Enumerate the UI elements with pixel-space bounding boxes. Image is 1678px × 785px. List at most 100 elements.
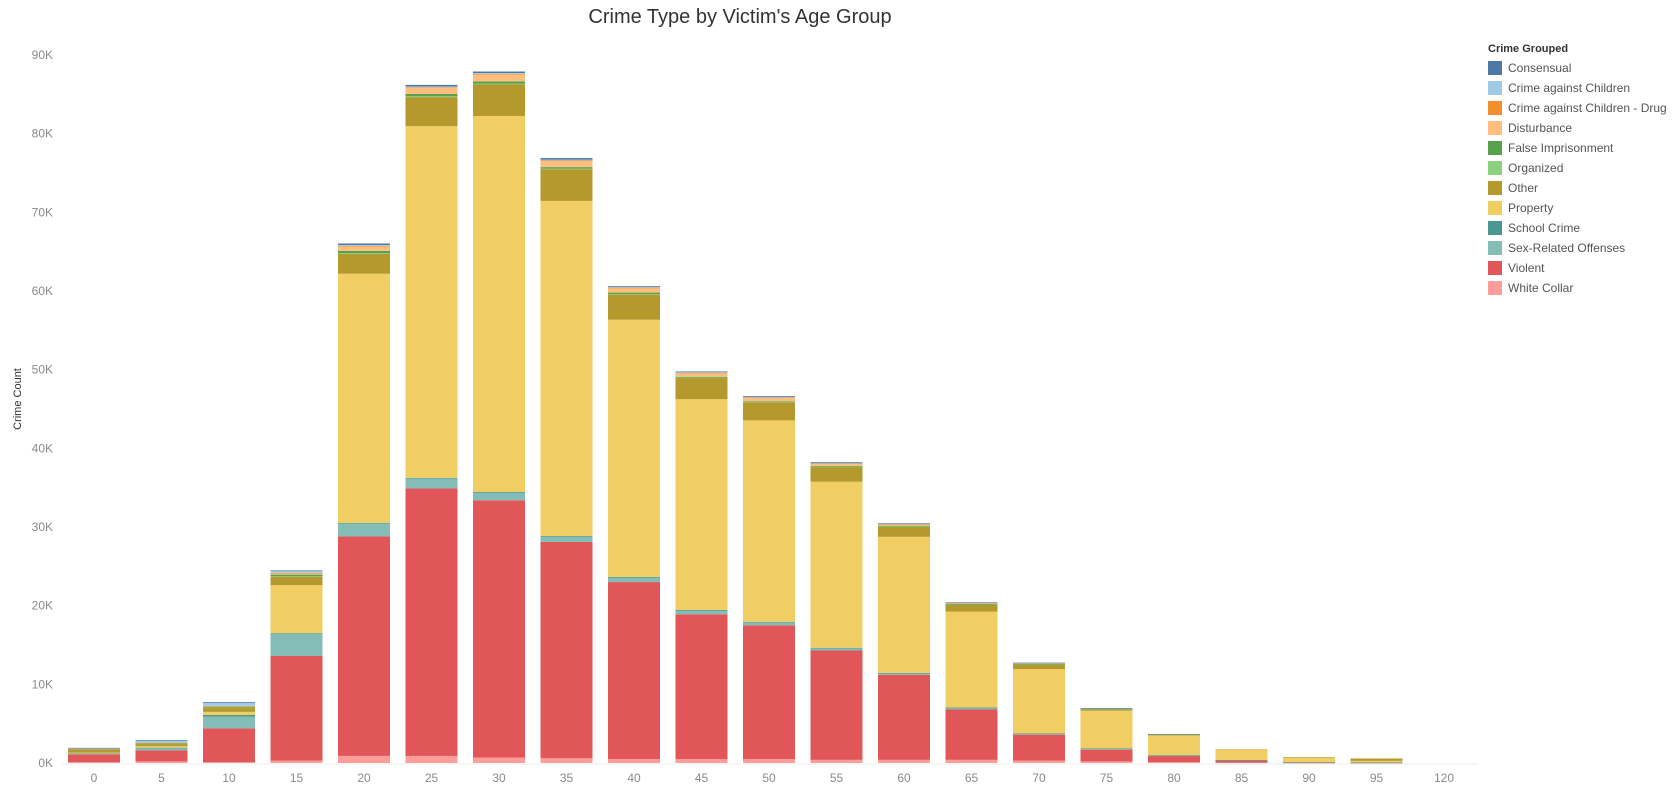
bar-segment[interactable]: Property · 10: 400 xyxy=(203,711,255,716)
bar-segment[interactable]: School Crime · 0: 20 xyxy=(68,753,120,755)
bar-segment[interactable]: White Collar · 55: 400 xyxy=(810,759,863,763)
bar-segment[interactable]: Crime against Children - Drug · 25: 50 xyxy=(405,87,458,88)
bar-segment[interactable]: School Crime · 85: 20 xyxy=(1215,759,1268,761)
bar-segment[interactable]: Other · 90: 20 xyxy=(1283,757,1335,758)
bar-segment[interactable]: Property · 40: 32700 xyxy=(608,319,660,577)
bar-segment[interactable]: Crime against Children - Drug · 0: 5 xyxy=(68,748,120,750)
bar-segment[interactable]: Property · 75: 4800 xyxy=(1080,710,1133,749)
bar-segment[interactable]: Crime against Children - Drug · 55: 10 xyxy=(810,463,863,464)
bar-segment[interactable]: Sex-Related Offenses · 25: 1300 xyxy=(405,478,458,489)
bar-segment[interactable]: Crime against Children · 45: 50 xyxy=(675,372,728,373)
bar-segment[interactable]: Organized · 50: 30 xyxy=(743,402,795,403)
bar-segment[interactable]: White Collar · 15: 300 xyxy=(270,760,323,763)
bar-segment[interactable]: Property · 85: 1300 xyxy=(1215,749,1268,760)
bar-segment[interactable]: Violent · 20: 27900 xyxy=(338,536,390,756)
bar-segment[interactable]: Crime against Children · 20: 100 xyxy=(338,245,390,246)
bar-segment[interactable]: Consensual · 15: 100 xyxy=(270,570,323,572)
bar-segment[interactable]: White Collar · 95: 10 xyxy=(1350,762,1403,764)
bar-segment[interactable]: Crime against Children · 65: 50 xyxy=(945,602,998,604)
bar-segment[interactable]: Violent · 80: 800 xyxy=(1148,755,1200,763)
bar-segment[interactable]: Other · 40: 3200 xyxy=(608,294,660,320)
bar-segment[interactable]: Consensual · 0: 20 xyxy=(68,747,120,749)
bar-segment[interactable]: Consensual · 20: 200 xyxy=(338,243,390,246)
bar-segment[interactable]: Disturbance · 60: 200 xyxy=(878,524,930,526)
bar-segment[interactable]: White Collar · 45: 500 xyxy=(675,759,728,763)
bar-segment[interactable]: Consensual · 50: 100 xyxy=(743,396,795,397)
bar-segment[interactable]: False Imprisonment · 55: 100 xyxy=(810,465,863,467)
bar-segment[interactable]: School Crime · 50: 50 xyxy=(743,621,795,623)
bar-segment[interactable]: Consensual · 70: 20 xyxy=(1013,662,1065,664)
legend-item[interactable]: False Imprisonment xyxy=(1488,138,1676,158)
bar-segment[interactable]: Crime against Children - Drug · 10: 20 xyxy=(203,705,255,707)
bar-segment[interactable]: Consensual · 40: 100 xyxy=(608,286,660,287)
bar-segment[interactable]: Sex-Related Offenses · 55: 300 xyxy=(810,648,863,651)
bar-segment[interactable]: Crime against Children - Drug · 60: 10 xyxy=(878,524,930,525)
bar-segment[interactable]: Crime against Children - Drug · 50: 20 xyxy=(743,397,795,398)
bar-segment[interactable]: Organized · 5: 20 xyxy=(135,743,188,745)
bar-segment[interactable]: Violent · 70: 3300 xyxy=(1013,734,1065,761)
bar-segment[interactable]: Property · 80: 2500 xyxy=(1148,735,1200,756)
bar-segment[interactable]: Other · 35: 4000 xyxy=(540,169,593,201)
bar-segment[interactable]: White Collar · 80: 100 xyxy=(1148,762,1200,763)
bar-segment[interactable]: Property · 35: 42600 xyxy=(540,200,593,537)
bar-segment[interactable]: False Imprisonment · 65: 50 xyxy=(945,603,998,605)
bar-segment[interactable]: Crime against Children · 5: 300 xyxy=(135,740,188,743)
bar-segment[interactable]: Other · 45: 2700 xyxy=(675,377,728,400)
bar-segment[interactable]: Violent · 45: 18400 xyxy=(675,614,728,760)
bar-segment[interactable]: Crime against Children - Drug · 30: 50 xyxy=(473,73,525,75)
bar-segment[interactable]: Organized · 70: 10 xyxy=(1013,664,1065,665)
legend-item[interactable]: Crime against Children xyxy=(1488,78,1676,98)
bar-segment[interactable]: Organized · 65: 20 xyxy=(945,604,998,605)
bar-segment[interactable]: Organized · 45: 50 xyxy=(675,377,728,379)
bar-segment[interactable]: White Collar · 75: 200 xyxy=(1080,761,1133,763)
bar-segment[interactable]: False Imprisonment · 70: 50 xyxy=(1013,663,1065,665)
bar-segment[interactable]: School Crime · 95: 5 xyxy=(1350,762,1403,764)
bar-segment[interactable]: Violent · 75: 1500 xyxy=(1080,749,1133,762)
bar-segment[interactable]: Organized · 35: 100 xyxy=(540,168,593,170)
bar-segment[interactable]: Consensual · 5: 50 xyxy=(135,739,188,741)
bar-segment[interactable]: School Crime · 90: 5 xyxy=(1283,762,1335,763)
bar-segment[interactable]: Other · 50: 2300 xyxy=(743,402,795,421)
bar-segment[interactable]: Property · 95: 200 xyxy=(1350,760,1403,763)
bar-segment[interactable]: Property · 20: 31700 xyxy=(338,273,390,524)
bar-segment[interactable]: School Crime · 45: 50 xyxy=(675,609,728,611)
bar-segment[interactable]: Organized · 60: 20 xyxy=(878,526,930,528)
bar-segment[interactable]: Property · 60: 17300 xyxy=(878,536,930,673)
bar-segment[interactable]: Disturbance · 40: 600 xyxy=(608,287,660,293)
bar-segment[interactable]: White Collar · 85: 50 xyxy=(1215,762,1268,764)
bar-segment[interactable]: Violent · 15: 13300 xyxy=(270,656,323,761)
bar-segment[interactable]: White Collar · 30: 700 xyxy=(473,757,525,763)
bar-segment[interactable]: Disturbance · 55: 300 xyxy=(810,463,863,466)
bar-segment[interactable]: School Crime · 20: 100 xyxy=(338,523,390,524)
bar-segment[interactable]: Violent · 60: 10800 xyxy=(878,674,930,760)
bar-segment[interactable]: School Crime · 40: 50 xyxy=(608,576,660,578)
legend-item[interactable]: Crime against Children - Drug xyxy=(1488,98,1676,118)
bar-segment[interactable]: Disturbance · 30: 900 xyxy=(473,74,525,82)
bar-segment[interactable]: Property · 55: 21100 xyxy=(810,481,863,648)
bar-segment[interactable]: White Collar · 50: 500 xyxy=(743,759,795,763)
bar-segment[interactable]: Sex-Related Offenses · 60: 200 xyxy=(878,673,930,675)
bar-segment[interactable]: Organized · 20: 100 xyxy=(338,253,390,255)
bar-segment[interactable]: Property · 0: 100 xyxy=(68,752,120,754)
legend-item[interactable]: White Collar xyxy=(1488,278,1676,298)
legend-item[interactable]: Sex-Related Offenses xyxy=(1488,238,1676,258)
bar-segment[interactable]: Sex-Related Offenses · 10: 1500 xyxy=(203,716,255,729)
bar-segment[interactable]: Crime against Children · 40: 100 xyxy=(608,286,660,288)
bar-segment[interactable]: Violent · 35: 27500 xyxy=(540,541,593,759)
bar-segment[interactable]: Consensual · 60: 50 xyxy=(878,523,930,524)
bar-segment[interactable]: Other · 0: 400 xyxy=(68,749,120,753)
bar-segment[interactable]: Violent · 25: 34000 xyxy=(405,488,458,756)
bar-segment[interactable]: Disturbance · 15: 200 xyxy=(270,573,323,575)
bar-segment[interactable]: Disturbance · 25: 800 xyxy=(405,87,458,94)
bar-segment[interactable]: White Collar · 65: 400 xyxy=(945,759,998,763)
bar-segment[interactable]: Crime against Children · 35: 100 xyxy=(540,159,593,161)
bar-segment[interactable]: Other · 20: 2500 xyxy=(338,254,390,274)
bar-segment[interactable]: Other · 5: 300 xyxy=(135,743,188,747)
bar-segment[interactable]: Disturbance · 50: 500 xyxy=(743,397,795,402)
bar-segment[interactable]: Crime against Children - Drug · 5: 10 xyxy=(135,742,188,744)
bar-segment[interactable]: False Imprisonment · 15: 200 xyxy=(270,574,323,577)
bar-segment[interactable]: Consensual · 45: 100 xyxy=(675,371,728,373)
bar-segment[interactable]: Sex-Related Offenses · 35: 700 xyxy=(540,536,593,542)
bar-segment[interactable]: Consensual · 55: 100 xyxy=(810,462,863,463)
bar-segment[interactable]: Crime against Children · 25: 100 xyxy=(405,86,458,88)
